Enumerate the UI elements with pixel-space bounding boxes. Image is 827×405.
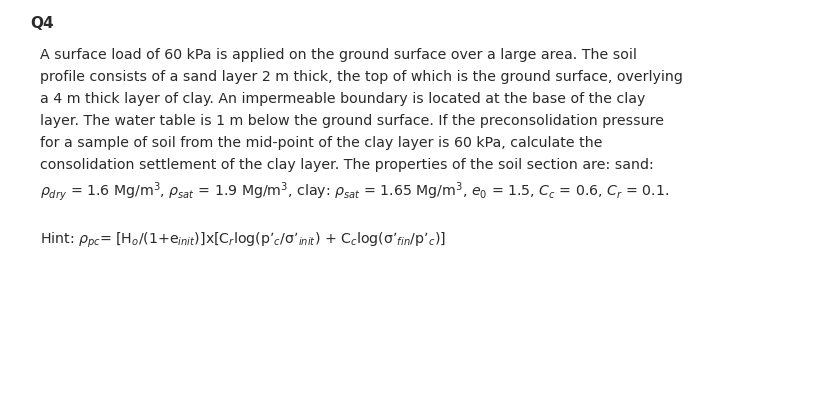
Text: a 4 m thick layer of clay. An impermeable boundary is located at the base of the: a 4 m thick layer of clay. An impermeabl… — [40, 92, 644, 106]
Text: profile consists of a sand layer 2 m thick, the top of which is the ground surfa: profile consists of a sand layer 2 m thi… — [40, 70, 682, 84]
Text: A surface load of 60 kPa is applied on the ground surface over a large area. The: A surface load of 60 kPa is applied on t… — [40, 48, 636, 62]
Text: layer. The water table is 1 m below the ground surface. If the preconsolidation : layer. The water table is 1 m below the … — [40, 114, 663, 128]
Text: $\rho_{dry}$ = 1.6 Mg/m$^3$, $\rho_{sat}$ = 1.9 Mg/m$^3$, clay: $\rho_{sat}$ = 1: $\rho_{dry}$ = 1.6 Mg/m$^3$, $\rho_{sat}… — [40, 179, 668, 202]
Text: Hint: $\rho_{pc}$= [H$_o$/(1+e$_{init}$)]x[C$_r$log(p’$_c$/σ’$_{init}$) + C$_c$l: Hint: $\rho_{pc}$= [H$_o$/(1+e$_{init}$)… — [40, 230, 446, 249]
Text: for a sample of soil from the mid-point of the clay layer is 60 kPa, calculate t: for a sample of soil from the mid-point … — [40, 136, 602, 149]
Text: consolidation settlement of the clay layer. The properties of the soil section a: consolidation settlement of the clay lay… — [40, 158, 653, 172]
Text: Q4: Q4 — [30, 16, 54, 31]
